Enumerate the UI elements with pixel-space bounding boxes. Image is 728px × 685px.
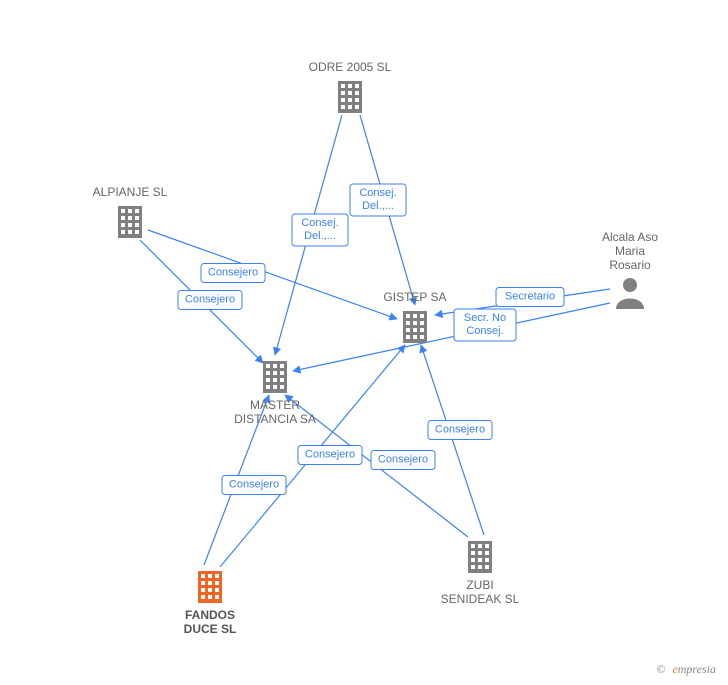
edge-label-text: Consejero	[435, 424, 485, 436]
node-label: ODRE 2005 SL	[309, 60, 392, 74]
node-zubi[interactable]: ZUBISENIDEAK SL	[441, 541, 520, 606]
building-icon	[403, 311, 427, 343]
node-label: Maria	[615, 244, 645, 258]
edge-label-text: Consejero	[305, 449, 355, 461]
building-icon	[468, 541, 492, 573]
edge-label-text: Consejero	[208, 267, 258, 279]
node-label: GISTEP SA	[383, 290, 446, 304]
building-icon	[198, 571, 222, 603]
node-alpianje[interactable]: ALPIANJE SL	[93, 185, 168, 238]
node-fandos[interactable]: FANDOSDUCE SL	[184, 571, 237, 636]
node-odre[interactable]: ODRE 2005 SL	[309, 60, 392, 113]
edge-label-text: Del.,...	[362, 200, 394, 212]
node-label: ZUBI	[466, 578, 493, 592]
edge-label-text: Consej.	[301, 217, 338, 229]
brand-rest: mpresia	[678, 662, 716, 676]
edge-label-text: Consejero	[229, 479, 279, 491]
building-icon	[263, 361, 287, 393]
copyright-symbol: ©	[656, 662, 665, 676]
edge-label-text: Consej.	[466, 325, 503, 337]
node-label: ALPIANJE SL	[93, 185, 168, 199]
node-master[interactable]: MASTERDISTANCIA SA	[234, 361, 316, 426]
edge-label-text: Secr. No	[464, 312, 506, 324]
footer-credit: © empresia	[656, 662, 716, 677]
building-icon	[338, 81, 362, 113]
node-gistep[interactable]: GISTEP SA	[383, 290, 446, 343]
node-label: Rosario	[609, 258, 651, 272]
node-label: Alcala Aso	[602, 230, 658, 244]
edge-label-text: Consejero	[378, 454, 428, 466]
edge	[293, 303, 610, 371]
node-label: FANDOS	[185, 608, 235, 622]
building-icon	[118, 206, 142, 238]
node-alcala[interactable]: Alcala AsoMariaRosario	[602, 230, 658, 309]
edge-label-text: Consejero	[185, 294, 235, 306]
edge-label-text: Secretario	[505, 291, 555, 303]
node-label: DUCE SL	[184, 622, 237, 636]
node-label: MASTER	[250, 398, 300, 412]
node-label: SENIDEAK SL	[441, 592, 520, 606]
edge-label-text: Consej.	[359, 187, 396, 199]
edge-label-text: Del.,...	[304, 230, 336, 242]
node-label: DISTANCIA SA	[234, 412, 316, 426]
person-icon	[616, 278, 644, 309]
network-diagram: Consej.Del.,...Consej.Del.,...ConsejeroC…	[0, 0, 728, 685]
